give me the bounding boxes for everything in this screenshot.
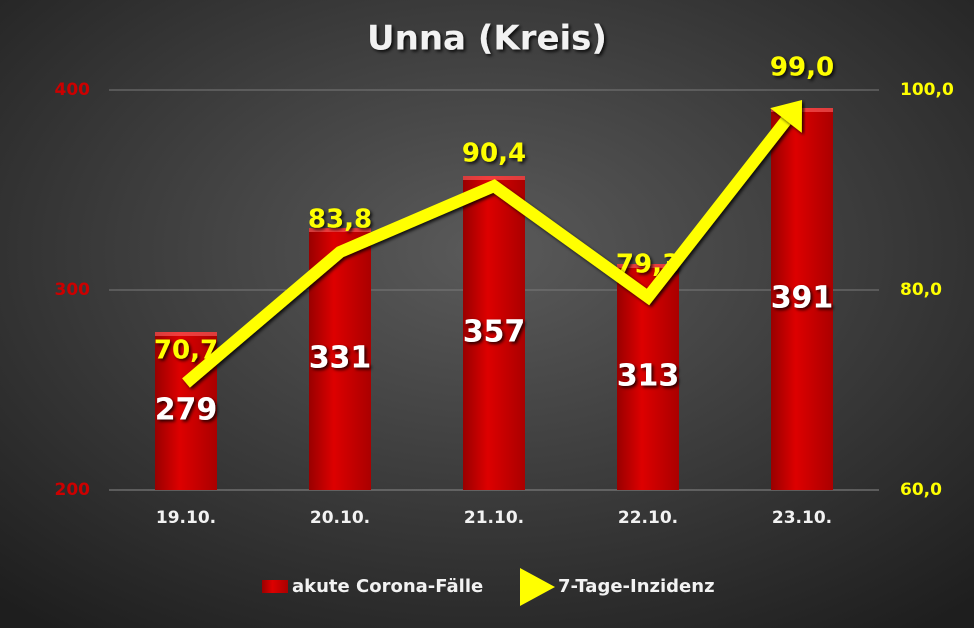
x-tick-label: 20.10. bbox=[310, 508, 370, 528]
y-tick-label: 200 bbox=[55, 480, 91, 500]
x-tick-label: 22.10. bbox=[618, 508, 678, 528]
arrow-head bbox=[770, 100, 802, 133]
bar-value-label: 357 bbox=[463, 315, 526, 350]
line-value-label: 90,4 bbox=[462, 139, 526, 169]
line bbox=[182, 116, 791, 388]
y-tick-label: 300 bbox=[55, 280, 91, 300]
x-tick-label: 23.10. bbox=[772, 508, 832, 528]
bar-value-label: 313 bbox=[617, 359, 680, 394]
bar-top bbox=[463, 176, 525, 180]
legend-swatch bbox=[520, 568, 555, 606]
y2-tick-label: 60,0 bbox=[900, 480, 942, 500]
bar-top bbox=[617, 264, 679, 268]
legend-swatch bbox=[262, 580, 288, 593]
bar-value-label: 391 bbox=[771, 281, 834, 316]
y-tick-label: 400 bbox=[55, 80, 91, 100]
bar-top bbox=[771, 108, 833, 112]
y2-tick-label: 100,0 bbox=[900, 80, 954, 100]
bar bbox=[463, 176, 525, 490]
legend-label: 7-Tage-Inzidenz bbox=[558, 576, 715, 597]
legend-label: akute Corona-Fälle bbox=[292, 576, 483, 597]
line-value-label: 99,0 bbox=[770, 53, 834, 83]
x-tick-label: 21.10. bbox=[464, 508, 524, 528]
x-tick-label: 19.10. bbox=[156, 508, 216, 528]
line-value-label: 83,8 bbox=[308, 205, 372, 235]
chart-title: Unna (Kreis) bbox=[367, 19, 607, 59]
y2-tick-label: 80,0 bbox=[900, 280, 942, 300]
bar-top bbox=[309, 228, 371, 232]
bar-top bbox=[155, 332, 217, 336]
bar bbox=[771, 108, 833, 490]
bar-value-label: 279 bbox=[155, 393, 218, 428]
bar-value-label: 331 bbox=[309, 341, 372, 376]
